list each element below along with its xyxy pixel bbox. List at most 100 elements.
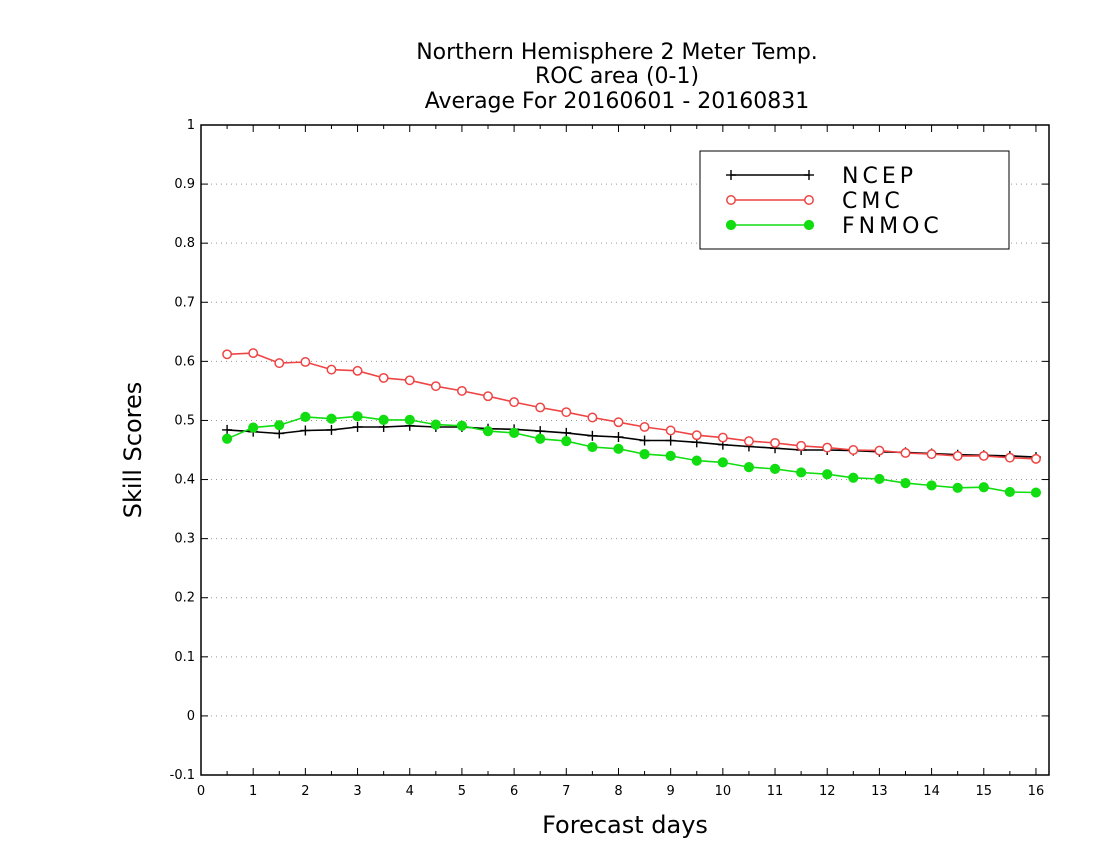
data-point-fnmoc [326, 413, 337, 424]
data-point-fnmoc [613, 443, 624, 454]
data-point-fnmoc [430, 419, 441, 430]
data-point-cmc [1031, 453, 1041, 464]
data-point-cmc [900, 448, 911, 458]
y-tick-label: 1 [187, 118, 195, 133]
data-point-fnmoc [509, 427, 520, 438]
data-point-fnmoc [587, 441, 598, 453]
x-tick-label: 10 [715, 784, 732, 799]
data-point-cmc [326, 364, 337, 375]
series-cmc [222, 348, 1041, 464]
data-point-fnmoc [769, 463, 781, 475]
data-point-fnmoc [822, 469, 833, 480]
x-tick-label: 1 [249, 784, 257, 799]
x-axis-title: Forecast days [542, 811, 708, 839]
data-point-cmc [691, 430, 702, 441]
data-point-fnmoc [274, 420, 285, 431]
y-tick-label: 0.7 [174, 295, 195, 310]
data-point-cmc [248, 348, 259, 359]
legend-marker [803, 219, 815, 231]
x-tick-label: 12 [819, 784, 836, 799]
chart-title: Northern Hemisphere 2 Meter Temp. ROC ar… [416, 40, 818, 114]
data-point-cmc [535, 402, 546, 413]
data-point-cmc [717, 432, 728, 443]
y-tick-label: 0.4 [174, 473, 195, 488]
data-point-fnmoc [535, 433, 546, 444]
data-point-ncep [300, 425, 311, 436]
series-line-ncep [227, 424, 1037, 458]
data-point-fnmoc [691, 455, 702, 466]
data-point-fnmoc [300, 411, 311, 423]
y-tick-label: -0.1 [170, 768, 195, 783]
x-tick-label: 3 [353, 784, 361, 799]
data-point-fnmoc [665, 450, 676, 462]
x-axis: 0 1 2 3 4 5 6 7 8 9 10 11 12 13 14 15 16 [197, 125, 1044, 799]
data-point-ncep [639, 435, 650, 446]
x-tick-label: 15 [975, 784, 992, 799]
data-point-fnmoc [796, 467, 807, 478]
title-line-2: ROC area (0-1) [535, 64, 699, 89]
y-tick-label: 0.3 [174, 532, 195, 547]
y-tick-label: 0.1 [174, 650, 195, 665]
data-point-cmc [743, 436, 754, 447]
data-point-fnmoc [743, 462, 755, 473]
data-point-cmc [1004, 452, 1015, 463]
x-tick-label: 16 [1028, 784, 1045, 799]
data-point-cmc [952, 450, 963, 461]
data-point-fnmoc [900, 477, 911, 489]
data-point-cmc [822, 442, 833, 453]
y-tick-label: 0.2 [174, 591, 195, 606]
data-point-fnmoc [978, 482, 989, 493]
x-tick-label: 14 [923, 784, 940, 799]
x-tick-label: 2 [301, 784, 309, 799]
data-point-cmc [978, 450, 989, 461]
x-tick-label: 7 [562, 784, 570, 799]
data-point-fnmoc [874, 473, 885, 485]
x-tick-label: 8 [614, 784, 622, 799]
series-layer [221, 348, 1042, 498]
data-point-ncep [352, 421, 363, 432]
data-point-fnmoc [952, 482, 963, 493]
x-tick-label: 11 [767, 784, 784, 799]
data-point-cmc [874, 445, 885, 456]
data-point-fnmoc [378, 414, 389, 425]
data-point-cmc [300, 357, 311, 367]
data-point-cmc [430, 381, 441, 392]
data-point-fnmoc [926, 480, 937, 491]
legend-item-fnmoc: FNMOC [725, 214, 939, 239]
data-point-fnmoc [639, 449, 650, 460]
x-tick-label: 5 [458, 784, 466, 799]
data-point-cmc [770, 437, 780, 448]
y-axis-title: Skill Scores [119, 382, 147, 519]
x-tick-label: 0 [197, 784, 205, 799]
data-point-fnmoc [1030, 487, 1042, 498]
legend-label: CMC [842, 189, 904, 214]
data-point-cmc [561, 407, 572, 418]
legend-item-cmc: CMC [726, 189, 904, 214]
data-point-cmc [274, 358, 285, 369]
legend-marker [804, 195, 814, 205]
series-fnmoc [221, 411, 1042, 498]
data-point-cmc [639, 422, 650, 432]
data-point-ncep [587, 430, 598, 441]
legend-marker [726, 195, 736, 205]
data-point-cmc [483, 391, 493, 402]
data-point-cmc [456, 385, 467, 396]
data-point-fnmoc [482, 425, 494, 437]
data-point-fnmoc [456, 420, 468, 431]
x-tick-label: 6 [510, 784, 518, 799]
data-point-fnmoc [717, 457, 728, 468]
data-point-cmc [848, 445, 859, 455]
y-tick-label: 0.8 [174, 236, 195, 251]
legend-item-ncep: NCEP [726, 164, 917, 189]
y-tick-label: 0.9 [174, 177, 195, 192]
data-point-fnmoc [561, 436, 572, 447]
legend-label: NCEP [842, 164, 917, 189]
data-point-fnmoc [848, 472, 859, 483]
data-point-ncep [665, 435, 676, 446]
data-point-cmc [509, 397, 520, 408]
title-line-1: Northern Hemisphere 2 Meter Temp. [416, 40, 818, 65]
data-point-fnmoc [352, 411, 363, 422]
legend-marker [726, 170, 736, 180]
